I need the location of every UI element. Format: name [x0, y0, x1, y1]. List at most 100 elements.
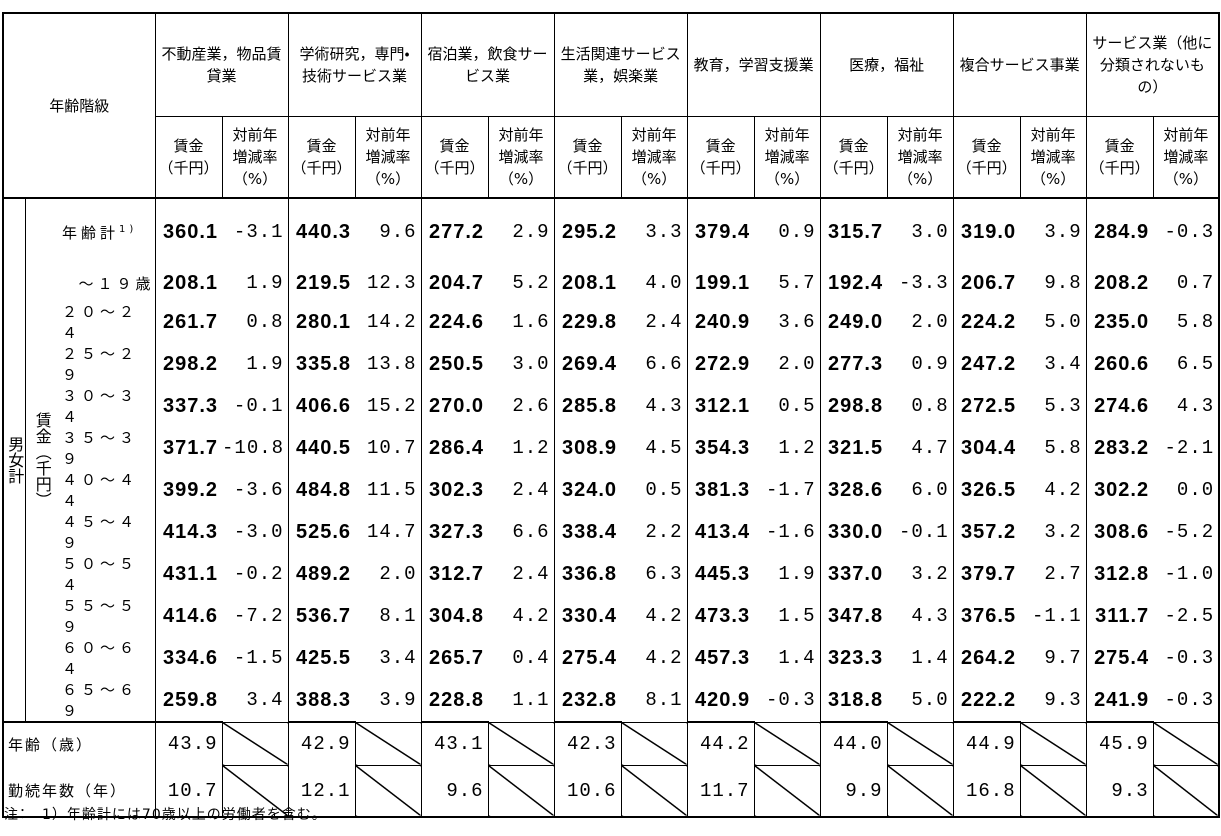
change-value: -3.0	[233, 521, 284, 544]
data-row: 男女計 賃金（千円） 年齢計1) 360.1 -3.1 440.3 9.6 277.2 2.9 2…	[3, 198, 1219, 723]
change-value: -10.8	[222, 437, 285, 460]
wage-value: 272.9	[686, 343, 755, 386]
row-label: ４０～４４	[58, 469, 155, 511]
header-line: 対前年	[365, 125, 411, 144]
header-line: （千円）	[690, 158, 751, 177]
header-line: 賃金	[306, 136, 337, 155]
wage-header: 賃金 （千円）	[154, 115, 223, 199]
change-value: 2.0	[911, 311, 949, 334]
header-line: （%）	[897, 169, 943, 188]
wage-value: 232.8	[553, 679, 622, 723]
subgroup-label: 賃金（千円）	[24, 198, 58, 723]
age-value: 44.0	[819, 721, 888, 766]
wage-value: 204.7	[420, 265, 489, 302]
wage-value: 312.1	[686, 385, 755, 428]
row-label-text: ４５～４９	[62, 513, 139, 553]
row-label-text: ６５～６９	[62, 681, 139, 721]
empty-slash-cell	[487, 721, 555, 766]
header-line: 対前年	[498, 125, 544, 144]
row-label: ２０～２４	[58, 301, 155, 343]
wage-value: 295.2	[553, 198, 622, 265]
change-value: -1.7	[765, 479, 816, 502]
header-line: 賃金	[173, 136, 204, 155]
change-value: 4.2	[645, 605, 683, 628]
wage-value: 260.6	[1085, 343, 1154, 386]
industry-header: 宿泊業，飲食サービス業	[420, 12, 555, 117]
wage-value: 327.3	[420, 511, 489, 554]
wage-value: 247.2	[952, 343, 1021, 386]
change-header: 対前年 増減率 （%）	[753, 115, 821, 199]
row-label: ３５～３９	[58, 427, 155, 469]
wage-value: 360.1	[154, 198, 223, 265]
data-row: ２０～２４ 261.7 0.8 280.1 14.2 224.6 1.6 229.8 2.4 24…	[3, 301, 1219, 344]
change-value: 1.9	[246, 272, 284, 295]
row-label-text: ３５～３９	[62, 429, 139, 469]
change-value: 15.2	[366, 395, 417, 418]
industry-header: 教育，学習支援業	[686, 12, 821, 117]
empty-slash-cell	[487, 764, 555, 818]
wage-value: 277.2	[420, 198, 489, 265]
header-line: 増減率	[631, 147, 677, 166]
wage-value: 264.2	[952, 637, 1021, 680]
change-value: -3.3	[899, 272, 949, 295]
empty-slash-cell	[221, 764, 289, 818]
header-line: 増減率	[764, 147, 810, 166]
wage-value: 371.7	[154, 427, 223, 470]
wage-value: 338.4	[553, 511, 622, 554]
row-label-text: ２５～２９	[62, 345, 139, 385]
change-value: -2.5	[1164, 605, 1215, 628]
data-row: ４０～４４ 399.2 -3.6 484.8 11.5 302.3 2.4 324.0 0.5 3…	[3, 469, 1219, 512]
header-line: （千円）	[424, 158, 485, 177]
row-label-text: ５０～５４	[62, 555, 139, 595]
change-value: 4.2	[1044, 479, 1082, 502]
header-line: 対前年	[764, 125, 810, 144]
wage-value: 275.4	[553, 637, 622, 680]
change-value: 6.0	[911, 479, 949, 502]
wage-value: 298.8	[819, 385, 888, 428]
change-value: -0.3	[1164, 221, 1215, 243]
change-header: 対前年 増減率 （%）	[354, 115, 422, 199]
header-line: 賃金	[439, 136, 470, 155]
change-value: 9.7	[1044, 647, 1082, 670]
change-value: 3.0	[911, 221, 949, 243]
change-value: 10.7	[366, 437, 417, 460]
header-line: （千円）	[158, 158, 219, 177]
change-value: 0.4	[512, 647, 550, 670]
empty-slash-cell	[1019, 721, 1087, 766]
header-line: （%）	[631, 169, 677, 188]
change-value: 4.3	[911, 605, 949, 628]
change-value: -0.1	[233, 395, 284, 418]
data-row: ６０～６４ 334.6 -1.5 425.5 3.4 265.7 0.4 275.4 4.2 45…	[3, 637, 1219, 680]
wage-value: 318.8	[819, 679, 888, 723]
subheader-row: 賃金 （千円） 対前年 増減率 （%） 賃金 （千円） 対前年 増減率 （%） 賃金 （千円） 対前年増…	[3, 115, 1220, 199]
change-value: 3.9	[1044, 221, 1082, 243]
wage-header: 賃金 （千円）	[1085, 115, 1154, 199]
header-line: （千円）	[823, 158, 884, 177]
change-value: 11.5	[366, 479, 417, 502]
empty-slash-cell	[753, 721, 821, 766]
wage-value: 406.6	[287, 385, 356, 428]
change-value: 4.3	[645, 395, 683, 418]
change-value: 9.3	[1044, 689, 1082, 712]
data-row: ３５～３９ 371.7 -10.8 440.5 10.7 286.4 1.2 308.9 4.5…	[3, 427, 1219, 470]
change-value: 4.3	[1176, 395, 1215, 418]
change-value: 5.2	[512, 272, 550, 295]
change-value: 14.2	[366, 311, 417, 334]
data-row: ～１９歳 208.1 1.9 219.5 12.3 204.7 5.2 208.1 4.0 199…	[3, 265, 1219, 302]
header-line: 増減率	[498, 147, 544, 166]
change-header: 対前年 増減率 （%）	[487, 115, 555, 199]
industry-header: 生活関連サービス業，娯楽業	[553, 12, 688, 117]
age-value: 42.9	[287, 721, 356, 766]
table-body: 年齢階級 不動産業，物品賃貸業 学術研究，専門・技術サービス業 宿泊業，飲食サービス業…	[2, 12, 1220, 818]
row-label: ３０～３４	[58, 385, 155, 427]
data-row: ２５～２９ 298.2 1.9 335.8 13.8 250.5 3.0 269.4 6.6 27…	[3, 343, 1219, 386]
wage-value: 208.1	[553, 265, 622, 302]
wage-value: 284.9	[1085, 198, 1154, 265]
wage-value: 286.4	[420, 427, 489, 470]
wage-value: 425.5	[287, 637, 356, 680]
change-value: -3.1	[233, 221, 284, 243]
age-value: 45.9	[1085, 721, 1154, 766]
change-value: 5.8	[1176, 311, 1215, 334]
change-value: 2.4	[512, 479, 550, 502]
